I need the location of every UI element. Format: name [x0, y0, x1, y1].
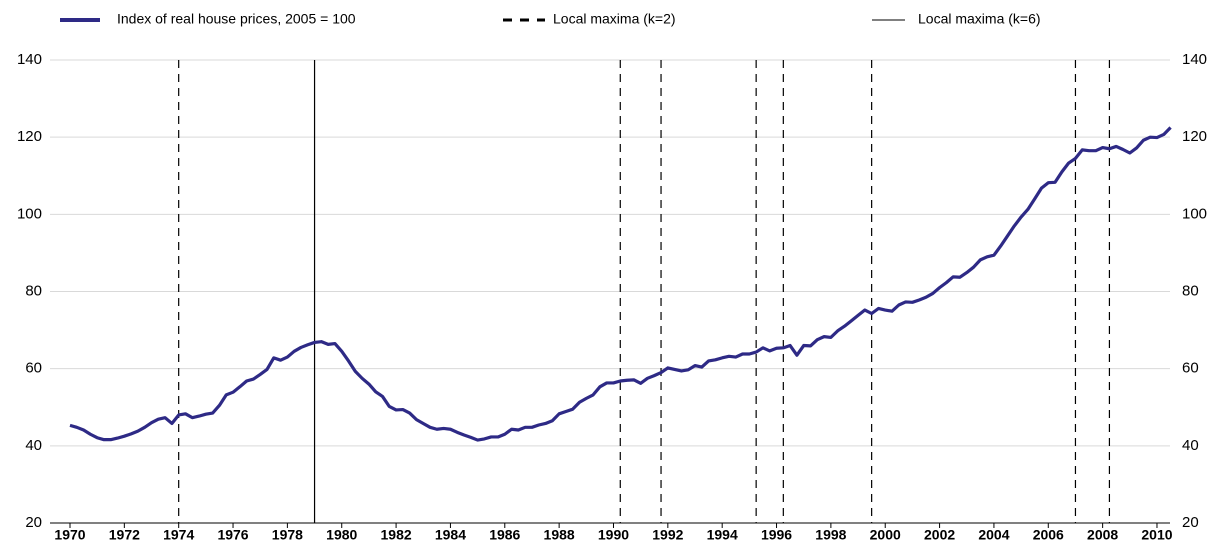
x-tick-label: 1988: [544, 527, 575, 543]
y2-tick-label: 60: [1182, 360, 1199, 377]
legend-label: Local maxima (k=6): [918, 11, 1041, 27]
y2-tick-label: 40: [1182, 437, 1199, 454]
x-tick-label: 1970: [54, 527, 85, 543]
x-tick-label: 2002: [924, 527, 955, 543]
x-tick-label: 1982: [381, 527, 412, 543]
y2-tick-label: 140: [1182, 51, 1207, 68]
y-tick-label: 20: [25, 514, 42, 531]
y-tick-label: 60: [25, 360, 42, 377]
x-tick-label: 1972: [109, 527, 140, 543]
x-tick-label: 1994: [707, 527, 738, 543]
x-tick-label: 2000: [870, 527, 901, 543]
y-tick-label: 100: [17, 205, 42, 222]
y2-tick-label: 120: [1182, 128, 1207, 145]
y-tick-label: 140: [17, 51, 42, 68]
x-tick-label: 1992: [652, 527, 683, 543]
x-tick-label: 1980: [326, 527, 357, 543]
x-tick-label: 1998: [815, 527, 846, 543]
x-tick-label: 2008: [1087, 527, 1118, 543]
y2-tick-label: 100: [1182, 205, 1207, 222]
x-tick-label: 1984: [435, 527, 466, 543]
legend-label: Local maxima (k=2): [553, 11, 676, 27]
x-tick-label: 2004: [978, 527, 1009, 543]
y2-tick-label: 80: [1182, 282, 1199, 299]
y-tick-label: 40: [25, 437, 42, 454]
y-tick-label: 120: [17, 128, 42, 145]
x-tick-label: 2006: [1033, 527, 1064, 543]
x-tick-label: 1990: [598, 527, 629, 543]
legend-label: Index of real house prices, 2005 = 100: [117, 11, 356, 27]
x-tick-label: 1978: [272, 527, 303, 543]
x-tick-label: 2010: [1141, 527, 1172, 543]
x-tick-label: 1976: [217, 527, 248, 543]
x-tick-label: 1996: [761, 527, 792, 543]
y2-tick-label: 20: [1182, 514, 1199, 531]
x-tick-label: 1974: [163, 527, 194, 543]
price-line: [69, 126, 1172, 442]
y-tick-label: 80: [25, 282, 42, 299]
x-tick-label: 1986: [489, 527, 520, 543]
